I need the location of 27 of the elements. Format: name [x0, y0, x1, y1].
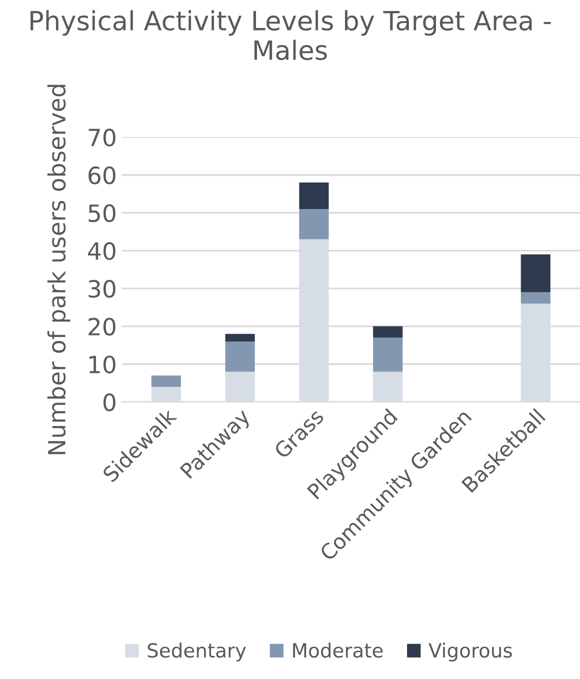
legend-label: Moderate: [293, 642, 383, 658]
bar: [373, 372, 403, 402]
bar: [299, 182, 329, 210]
bar: [151, 375, 181, 387]
y-tick-label: 50: [88, 204, 116, 222]
bar: [373, 326, 403, 338]
y-tick-label: 0: [103, 393, 116, 412]
legend-label: Sedentary: [148, 642, 246, 662]
bar: [225, 334, 255, 342]
y-tick-label: 20: [88, 318, 116, 336]
bar: [299, 239, 329, 402]
bar: [520, 304, 550, 402]
bar: [151, 386, 181, 402]
bar: [225, 341, 255, 372]
bar: [373, 338, 403, 372]
chart-title: Physical Activity Levels by Target Area - Males: [30, 10, 551, 60]
bar: [520, 254, 550, 292]
y-axis-title: Number of park users observed: [47, 84, 70, 454]
bar: [299, 209, 329, 240]
y-tick-label: 60: [88, 166, 116, 184]
legend-label: Vigorous: [428, 642, 512, 662]
y-tick-label: 10: [89, 356, 116, 374]
y-tick-label: 30: [88, 280, 116, 298]
y-tick-label: 40: [88, 242, 116, 260]
bar: [225, 372, 255, 402]
y-tick-label: 70: [88, 128, 116, 146]
bar: [520, 292, 550, 304]
